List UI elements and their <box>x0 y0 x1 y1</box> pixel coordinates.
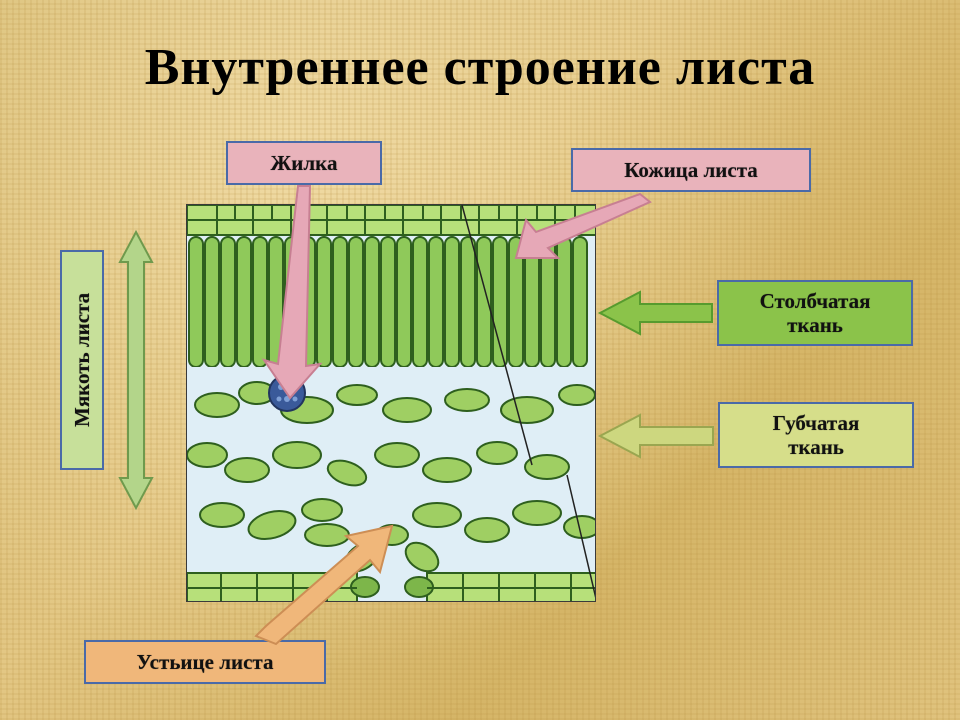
label-spongy-text: Губчатая ткань <box>773 411 860 459</box>
label-palisade-text: Столбчатая ткань <box>760 289 871 337</box>
label-vein-text: Жилка <box>271 151 338 175</box>
label-spongy: Губчатая ткань <box>718 402 914 468</box>
page-title: Внутреннее строение листа <box>0 38 960 97</box>
label-vein: Жилка <box>226 141 382 185</box>
label-palisade: Столбчатая ткань <box>717 280 913 346</box>
leaf-svg <box>187 205 596 602</box>
label-cuticle-text: Кожица листа <box>624 158 758 182</box>
label-mesophyll: Мякоть листа <box>60 250 104 470</box>
label-cuticle: Кожица листа <box>571 148 811 192</box>
label-stoma-text: Устьице листа <box>137 650 274 674</box>
label-mesophyll-text: Мякоть листа <box>70 293 94 427</box>
label-stoma: Устьице листа <box>84 640 326 684</box>
leaf-cross-section-diagram <box>186 204 596 602</box>
